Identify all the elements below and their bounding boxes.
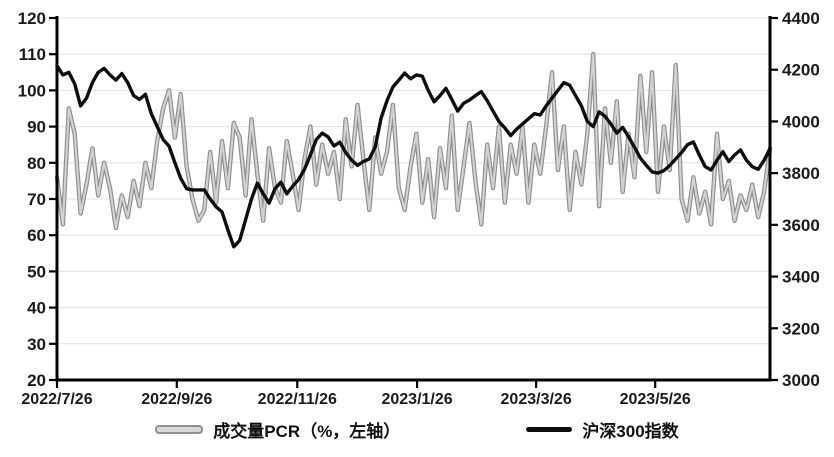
y-left-tick-label: 110 xyxy=(19,45,46,64)
y-left-tick-label: 80 xyxy=(27,154,46,173)
gridlines xyxy=(57,17,770,345)
pcr-line-swatch xyxy=(155,425,204,434)
chart-plot-area: 20 30 40 50 60 70 80 90 100 110 120 3000 3200 3400 360… xyxy=(18,9,820,408)
y-left-tick-label: 30 xyxy=(27,335,46,354)
y-left-tick-label: 120 xyxy=(18,9,46,28)
y-right-tick-label: 4200 xyxy=(782,61,820,80)
y-left-tick-label: 70 xyxy=(27,190,46,209)
y-right-tick-label: 4400 xyxy=(782,9,820,28)
pcr-series-line xyxy=(54,52,773,231)
hs300-legend-label: 沪深300指数 xyxy=(582,422,679,441)
series-lines xyxy=(54,52,773,249)
y-left-tick-label: 100 xyxy=(18,81,46,100)
hs300-line-swatch xyxy=(526,427,573,432)
y-left-tick-label: 90 xyxy=(27,118,46,137)
legend-item-pcr: 成交量PCR（%，左轴） xyxy=(155,417,400,442)
y-left-tick-label: 50 xyxy=(27,262,46,281)
y-right-tick-label: 3000 xyxy=(782,371,820,390)
chart-legend: 成交量PCR（%，左轴） 沪深300指数 xyxy=(0,417,834,442)
y-left-tick-label: 60 xyxy=(27,226,46,245)
axes xyxy=(55,16,772,382)
y-right-tick-label: 3200 xyxy=(782,319,820,338)
x-tick-label: 2023/3/26 xyxy=(501,391,572,408)
y-right-tick-label: 3600 xyxy=(782,216,820,235)
y-right-tick-label: 3800 xyxy=(782,164,820,183)
y-right-tick-label: 3400 xyxy=(782,268,820,287)
y-axis-right: 3000 3200 3400 3600 3800 4000 4200 4400 xyxy=(770,9,820,390)
x-tick-label: 2023/5/26 xyxy=(620,391,691,408)
x-axis: 2022/7/26 2022/9/26 2022/11/26 2023/1/26 202… xyxy=(21,380,691,408)
y-left-tick-label: 40 xyxy=(27,299,46,318)
hs300-series-line xyxy=(55,64,772,249)
x-tick-label: 2022/11/26 xyxy=(258,391,337,408)
pcr-legend-label: 成交量PCR（%，左轴） xyxy=(213,422,401,441)
y-axis-left: 20 30 40 50 60 70 80 90 100 110 120 xyxy=(18,9,57,390)
x-tick-label: 2022/7/26 xyxy=(21,391,92,408)
y-left-tick-label: 20 xyxy=(27,371,46,390)
x-tick-label: 2023/1/26 xyxy=(381,391,452,408)
x-tick-label: 2022/9/26 xyxy=(141,391,212,408)
y-right-tick-label: 4000 xyxy=(782,112,820,131)
legend-item-hs300: 沪深300指数 xyxy=(526,417,679,442)
